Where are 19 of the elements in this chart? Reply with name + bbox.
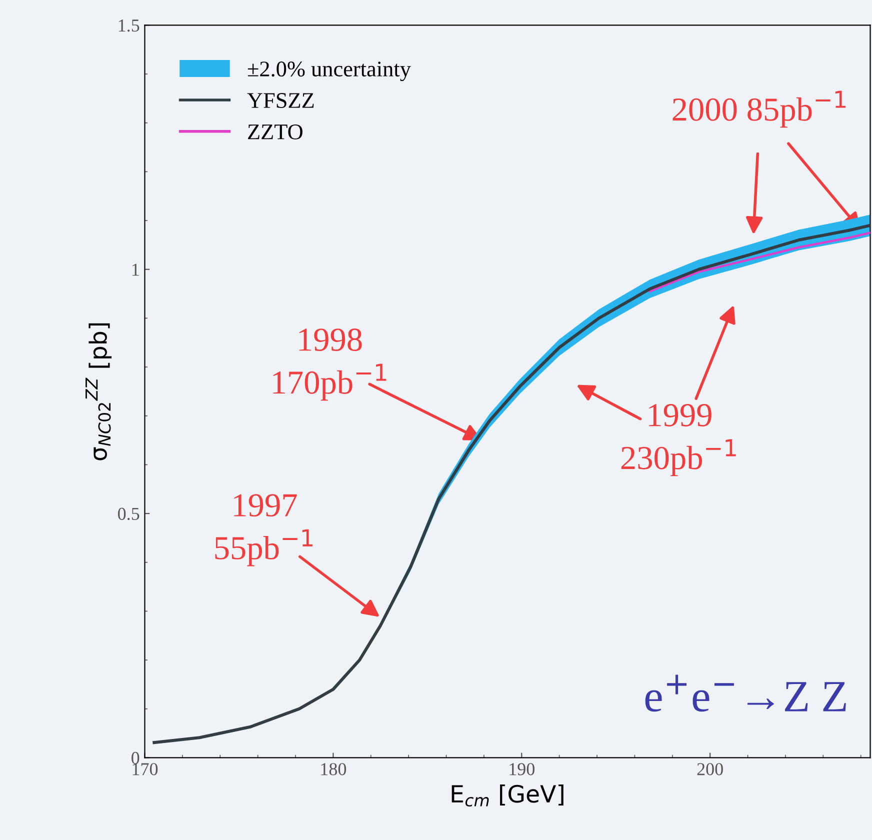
legend-label: ±2.0% uncertainty bbox=[248, 62, 411, 82]
y-tick-label: 0 bbox=[132, 752, 140, 764]
legend-label: YFSZZ bbox=[247, 93, 314, 108]
x-tick-label: 180 bbox=[321, 763, 346, 776]
annotation: 1998 170pb$^{−1}$ bbox=[273, 328, 386, 401]
y-tick-label: 0.5 bbox=[118, 508, 140, 520]
annotation: e$^{+}$e$^{−}$→Z Z bbox=[645, 674, 846, 712]
x-tick-label: 190 bbox=[510, 763, 534, 776]
annotation: 2000 85pb$^{−1}$ bbox=[672, 90, 846, 128]
y-tick-label: 1.5 bbox=[118, 20, 140, 32]
y-axis-title: σ$_{NC02}$$^{ZZ}$ [pb] bbox=[86, 323, 112, 460]
x-axis-title: E$_{cm}$ [GeV] bbox=[452, 784, 564, 807]
legend-label: ZZTO bbox=[248, 124, 302, 140]
y-tick-label: 1 bbox=[132, 264, 139, 276]
line-series bbox=[648, 232, 870, 292]
x-tick-label: 170 bbox=[132, 763, 158, 776]
x-tick-label: 200 bbox=[697, 763, 723, 776]
annotation: 1997 55pb$^{−1}$ bbox=[215, 494, 313, 566]
annotation: 1999 230pb$^{−1}$ bbox=[621, 404, 736, 476]
